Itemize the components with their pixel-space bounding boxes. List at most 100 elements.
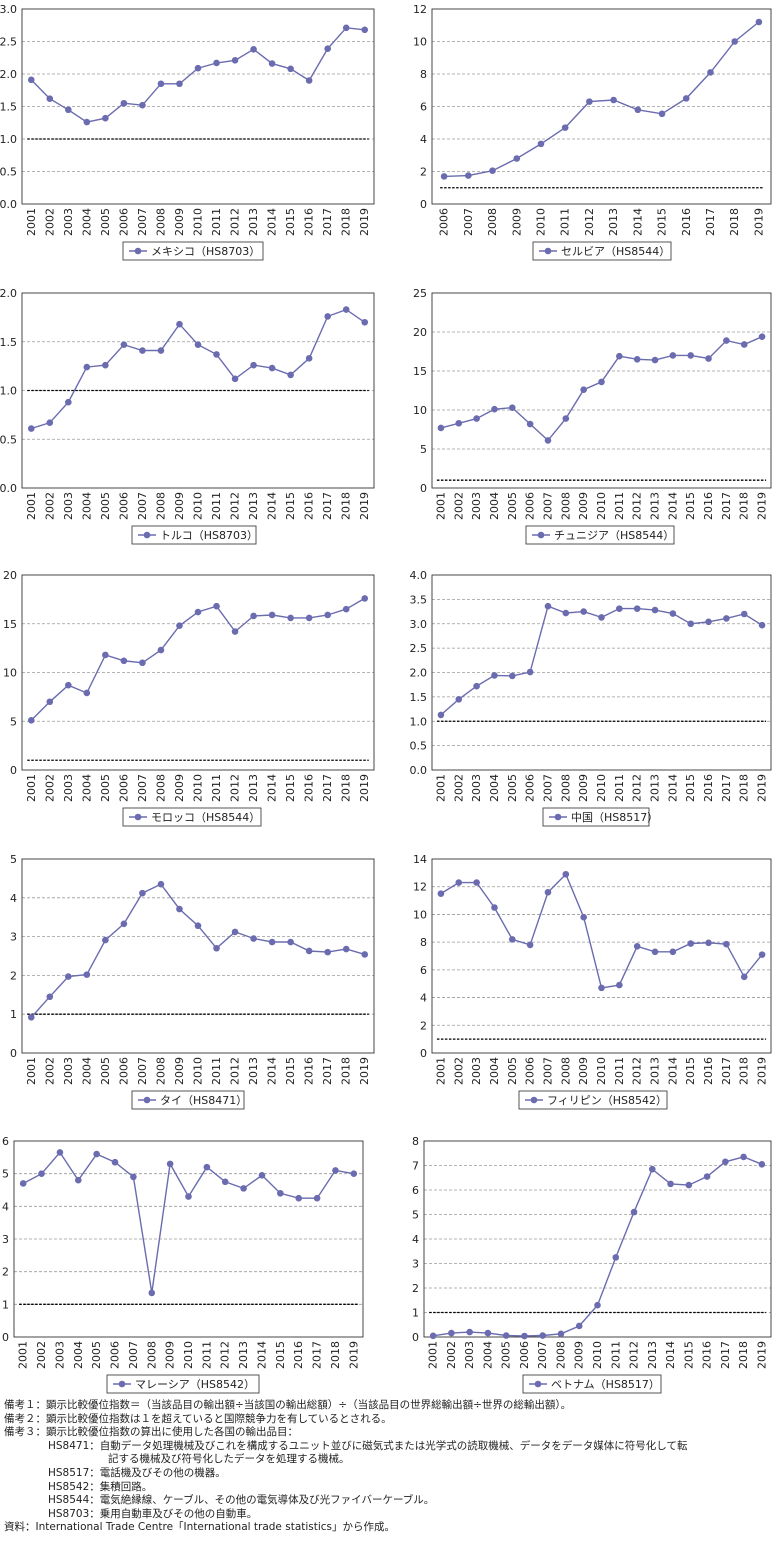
x-tick-label: 2007 bbox=[127, 1341, 140, 1369]
x-tick-label: 2013 bbox=[247, 208, 260, 236]
x-tick-label: 2012 bbox=[229, 208, 242, 236]
legend-box bbox=[131, 1090, 245, 1110]
x-tick-label: 2013 bbox=[237, 1341, 250, 1369]
x-tick-label: 2004 bbox=[488, 774, 501, 802]
x-tick-label: 2015 bbox=[274, 1341, 287, 1369]
data-point bbox=[240, 1185, 247, 1192]
data-point bbox=[287, 938, 294, 946]
data-point bbox=[120, 341, 128, 348]
x-tick-label: 2010 bbox=[192, 1057, 205, 1085]
x-tick-label: 2004 bbox=[80, 774, 93, 802]
data-point bbox=[324, 313, 331, 320]
data-point bbox=[295, 1194, 303, 1202]
data-point bbox=[575, 1322, 583, 1330]
y-tick-label: 1 bbox=[412, 1307, 419, 1320]
x-tick-label: 2018 bbox=[738, 1057, 751, 1085]
legend-label: チュニジア（HS8544） bbox=[554, 529, 674, 542]
x-tick-label: 2007 bbox=[462, 208, 475, 236]
y-tick-label: 3.5 bbox=[410, 593, 428, 606]
y-tick-label: 2 bbox=[420, 1019, 427, 1032]
x-tick-label: 2007 bbox=[541, 774, 554, 802]
data-point bbox=[258, 1172, 266, 1179]
data-point bbox=[526, 420, 534, 428]
data-point bbox=[157, 880, 165, 888]
x-tick-label: 2017 bbox=[720, 774, 733, 802]
legend-marker bbox=[544, 247, 552, 255]
data-point bbox=[194, 64, 202, 72]
y-tick-label: 20 bbox=[413, 326, 427, 339]
data-point bbox=[682, 95, 690, 102]
x-tick-label: 2011 bbox=[210, 492, 223, 520]
chart-3: 0.0 0.5 1.0 1.5 2.0 2001 2002 2003 2004 2005 2006 2… bbox=[0, 287, 375, 545]
x-tick-label: 2007 bbox=[536, 1341, 549, 1369]
data-point bbox=[561, 124, 569, 131]
x-tick-label: 2011 bbox=[210, 208, 223, 236]
x-tick-label: 2014 bbox=[666, 1057, 679, 1085]
data-point bbox=[102, 114, 109, 122]
plot-frame bbox=[431, 8, 772, 205]
plot-frame bbox=[21, 292, 375, 489]
x-tick-label: 2008 bbox=[559, 492, 572, 520]
data-point bbox=[203, 1163, 211, 1171]
x-tick-label: 2009 bbox=[577, 492, 590, 520]
x-tick-label: 2014 bbox=[631, 208, 644, 236]
data-point bbox=[562, 415, 570, 422]
x-tick-label: 2019 bbox=[756, 774, 769, 802]
x-tick-label: 2004 bbox=[488, 492, 501, 520]
x-tick-label: 2008 bbox=[559, 774, 572, 802]
data-point bbox=[633, 605, 641, 612]
y-tick-label: 1.5 bbox=[0, 101, 17, 114]
x-tick-label: 2013 bbox=[649, 492, 662, 520]
data-point bbox=[557, 1330, 565, 1338]
data-point bbox=[489, 167, 496, 174]
data-point bbox=[705, 355, 712, 362]
x-tick-label: 2001 bbox=[434, 1057, 447, 1085]
data-point bbox=[176, 80, 183, 88]
x-tick-label: 2014 bbox=[666, 492, 679, 520]
y-tick-label: 3 bbox=[10, 931, 17, 944]
x-tick-label: 2007 bbox=[136, 774, 149, 802]
series-line bbox=[30, 597, 366, 721]
data-point bbox=[508, 672, 516, 680]
data-point bbox=[586, 98, 593, 105]
series-line bbox=[31, 308, 366, 430]
chart-8: 0 2 4 6 8 10 12 14 2001 2002 2003 2004 2005 2006 2007 2… bbox=[413, 853, 772, 1110]
data-point bbox=[268, 364, 276, 372]
x-tick-label: 2017 bbox=[321, 1057, 334, 1085]
y-tick-label: 4 bbox=[10, 892, 17, 905]
y-tick-label: 0 bbox=[10, 1047, 17, 1060]
x-tick-label: 2004 bbox=[488, 1057, 501, 1085]
x-tick-label: 2005 bbox=[99, 1057, 112, 1085]
x-tick-label: 2010 bbox=[591, 1341, 604, 1369]
data-point bbox=[139, 659, 146, 667]
x-tick-label: 2011 bbox=[609, 1341, 622, 1369]
data-point bbox=[93, 1150, 100, 1158]
x-tick-label: 2015 bbox=[284, 492, 297, 520]
x-tick-label: 2019 bbox=[755, 1341, 768, 1369]
y-tick-label: 0.0 bbox=[410, 764, 428, 777]
data-point bbox=[465, 172, 472, 179]
y-tick-label: 5 bbox=[10, 715, 17, 728]
x-tick-label: 2006 bbox=[438, 208, 451, 236]
x-tick-label: 2010 bbox=[192, 208, 205, 236]
data-point bbox=[740, 973, 748, 981]
legend-box bbox=[122, 241, 264, 261]
data-point bbox=[630, 1208, 638, 1216]
note-hs8703: HS8703：乗用自動車及びその他の自動車。 bbox=[48, 1507, 258, 1520]
y-tick-label: 4 bbox=[2, 1200, 9, 1213]
legend-label: ベトナム（HS8517） bbox=[551, 1378, 660, 1391]
x-tick-label: 2017 bbox=[719, 1341, 732, 1369]
plot-frame bbox=[21, 858, 375, 1054]
data-point bbox=[651, 356, 659, 364]
data-point bbox=[562, 870, 570, 878]
x-tick-label: 2004 bbox=[80, 208, 93, 236]
x-tick-label: 2011 bbox=[210, 1057, 223, 1085]
x-tick-label: 2006 bbox=[524, 774, 537, 802]
x-tick-label: 2010 bbox=[595, 492, 608, 520]
y-tick-label: 12 bbox=[413, 3, 427, 16]
data-point bbox=[65, 106, 72, 114]
data-point bbox=[616, 981, 623, 989]
x-tick-label: 2003 bbox=[62, 492, 75, 520]
note-2: 備考２：顕示比較優位指数は１を超えていると国際競争力を有しているとされる。 bbox=[4, 1412, 392, 1425]
data-point bbox=[437, 711, 445, 719]
